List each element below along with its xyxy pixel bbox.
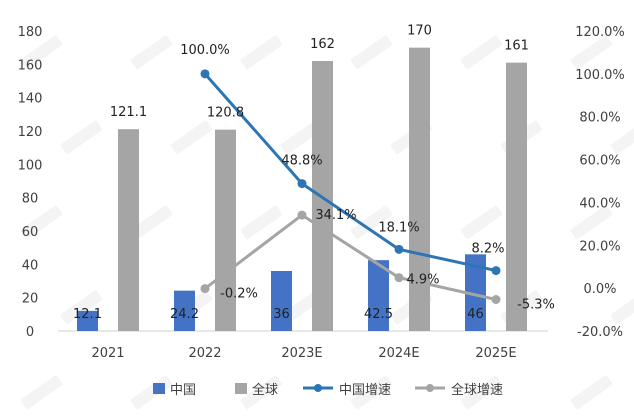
line-global-growth (204, 213, 497, 301)
right-axis-tick-label: 100.0% (575, 68, 625, 83)
watermark-mark (240, 205, 283, 240)
bar-china (77, 310, 98, 331)
line-value-label: 18.1% (378, 220, 419, 235)
x-axis-tick-label: 2024E (378, 346, 419, 361)
bar-value-label: 162 (310, 37, 335, 52)
watermark-mark (570, 205, 613, 240)
left-axis-tick-label: 180 (18, 25, 43, 40)
watermark-mark (20, 375, 63, 410)
bar-china (174, 290, 195, 331)
line-point (394, 273, 404, 283)
left-axis-tick-label: 20 (22, 292, 39, 307)
bar-global (506, 62, 527, 332)
watermark-mark (350, 375, 393, 410)
watermark-mark (280, 120, 323, 155)
bar-value-label: 46 (467, 307, 484, 322)
bar-value-label: 42.5 (364, 307, 393, 322)
line-point (491, 266, 501, 276)
bar-global (118, 129, 139, 331)
lines (200, 69, 501, 304)
watermark-mark (130, 205, 173, 240)
line-value-label: 8.2% (471, 242, 504, 257)
left-axis-tick-label: 120 (18, 125, 43, 140)
x-axis-tick-label: 2022 (188, 346, 221, 361)
bar-china (368, 260, 389, 331)
watermark-mark (130, 35, 173, 70)
left-axis-tick-label: 100 (18, 158, 43, 173)
watermark-mark (460, 375, 503, 410)
legend-marker (314, 384, 322, 392)
axes: 0 20 40 60 80 100 120 140 160 180 -20.0% 0.0% 20.0% 4… (18, 25, 625, 361)
bar-value-label: 12.1 (73, 307, 102, 322)
bar-china (271, 271, 292, 331)
line-point (297, 179, 307, 189)
bar-value-label: 170 (407, 24, 432, 39)
legend-label: 全球增速 (451, 382, 503, 398)
watermark-mark (60, 290, 103, 325)
left-axis-tick-label: 60 (22, 225, 39, 240)
watermark-mark (570, 375, 613, 410)
legend-marker (426, 384, 434, 392)
bar-china (465, 254, 486, 331)
x-axis-tick-label: 2021 (91, 346, 124, 361)
watermark-mark (350, 205, 393, 240)
watermark-mark (570, 35, 613, 70)
watermark-mark (240, 35, 283, 70)
watermark-mark (20, 35, 63, 70)
line-point (394, 244, 404, 254)
line-china-growth (203, 72, 497, 273)
legend-swatch (153, 383, 165, 394)
bars (77, 47, 527, 332)
watermark-mark (170, 120, 213, 155)
watermark-mark (20, 205, 63, 240)
legend-swatch (235, 383, 247, 394)
bar-global (215, 129, 236, 331)
line-point (491, 295, 501, 304)
line-value-label: 4.9% (406, 273, 439, 288)
line-value-label: -5.3% (517, 298, 555, 313)
watermark-mark (130, 375, 173, 410)
right-axis-tick-label: 80.0% (579, 111, 620, 126)
right-axis-tick-label: 0.0% (583, 282, 616, 297)
line-value-label: -0.2% (220, 287, 258, 302)
bar-global (409, 47, 430, 332)
line-value-label: 100.0% (180, 43, 230, 58)
legend: 中国 全球 中国增速 全球增速 (153, 382, 503, 398)
left-axis-tick-label: 80 (22, 192, 39, 207)
line-value-label: 48.8% (281, 154, 322, 169)
watermark-mark (610, 120, 634, 155)
legend-label: 全球 (252, 382, 278, 398)
line-point (200, 69, 210, 79)
bar-value-label: 120.8 (207, 106, 244, 121)
line-point (297, 210, 307, 220)
line-point (200, 284, 210, 294)
x-axis-tick-label: 2023E (281, 346, 322, 361)
watermark (20, 35, 634, 410)
right-axis-tick-label: -20.0% (577, 325, 623, 340)
watermark-mark (60, 120, 103, 155)
watermark-mark (460, 35, 503, 70)
bar-value-label: 24.2 (170, 307, 199, 322)
data-labels: 12.1 24.2 36 42.5 46 121.1 120.8 162 170 161 100.0… (73, 24, 555, 322)
left-axis-tick-label: 160 (18, 58, 43, 73)
right-axis-tick-label: 40.0% (579, 196, 620, 211)
right-axis-tick-label: 120.0% (575, 25, 625, 40)
bar-value-label: 36 (273, 307, 290, 322)
bar-value-label: 161 (504, 39, 529, 54)
watermark-mark (350, 35, 393, 70)
watermark-mark (460, 205, 503, 240)
watermark-mark (610, 290, 634, 325)
left-axis-tick-label: 0 (26, 325, 34, 340)
line-value-label: 34.1% (315, 208, 356, 223)
left-axis-tick-label: 140 (18, 92, 43, 107)
watermark-mark (240, 375, 283, 410)
right-axis-tick-label: 60.0% (579, 154, 620, 169)
left-axis-tick-label: 40 (22, 258, 39, 273)
right-axis-tick-label: 20.0% (579, 239, 620, 254)
bar-value-label: 121.1 (110, 105, 147, 120)
legend-label: 中国 (170, 383, 196, 398)
legend-label: 中国增速 (339, 383, 391, 398)
x-axis-tick-label: 2025E (475, 346, 516, 361)
